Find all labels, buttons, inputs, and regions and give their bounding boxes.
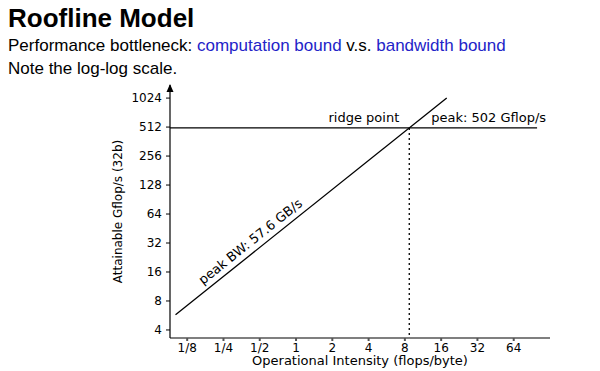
subtitle-part: Performance bottleneck:	[8, 36, 197, 55]
x-axis-label: Operational Intensity (flops/byte)	[252, 353, 468, 368]
x-tick-label: 32	[470, 341, 485, 355]
note: Note the log-log scale.	[8, 59, 177, 78]
y-tick	[166, 127, 170, 128]
y-tick	[166, 214, 170, 215]
plot-area	[170, 98, 537, 338]
series-label: peak: 502 Gflop/s	[431, 110, 546, 125]
x-tick-label: 1/8	[178, 341, 197, 355]
annotation: ridge point	[329, 110, 400, 125]
y-axis-label: Attainable Gflop/s (32b)	[111, 140, 125, 283]
y-tick-label: 1024	[131, 91, 162, 105]
y-tick-label: 64	[147, 207, 162, 221]
series-line	[176, 98, 447, 315]
y-tick	[166, 271, 170, 272]
y-tick-label: 8	[154, 294, 162, 308]
y-tick-label: 512	[139, 120, 162, 134]
y-tick	[166, 329, 170, 330]
series-line	[170, 127, 537, 128]
x-tick-label: 64	[506, 341, 521, 355]
x-tick-label: 1/4	[214, 341, 233, 355]
y-axis-arrow	[167, 84, 174, 92]
chart: Roofline Model Performance bottleneck: co…	[0, 0, 600, 371]
y-tick	[166, 156, 170, 157]
subtitle-part: computation bound	[197, 36, 342, 55]
y-tick-label: 16	[147, 265, 162, 279]
series-line	[409, 128, 410, 338]
subtitle: Performance bottleneck: computation boun…	[8, 36, 506, 55]
y-tick	[166, 98, 170, 99]
y-tick	[166, 243, 170, 244]
y-tick	[166, 185, 170, 186]
y-tick	[166, 300, 170, 301]
subtitle-part: v.s.	[342, 36, 377, 55]
x-axis	[170, 337, 550, 338]
y-tick-label: 256	[139, 149, 162, 163]
y-axis	[169, 85, 170, 338]
y-tick-label: 32	[147, 236, 162, 250]
title: Roofline Model	[8, 3, 194, 33]
y-tick-label: 4	[154, 323, 162, 337]
y-tick-label: 128	[139, 178, 162, 192]
subtitle-part: bandwidth bound	[376, 36, 506, 55]
background	[0, 0, 600, 371]
series-label: peak BW: 57.6 GB/s	[196, 196, 306, 288]
